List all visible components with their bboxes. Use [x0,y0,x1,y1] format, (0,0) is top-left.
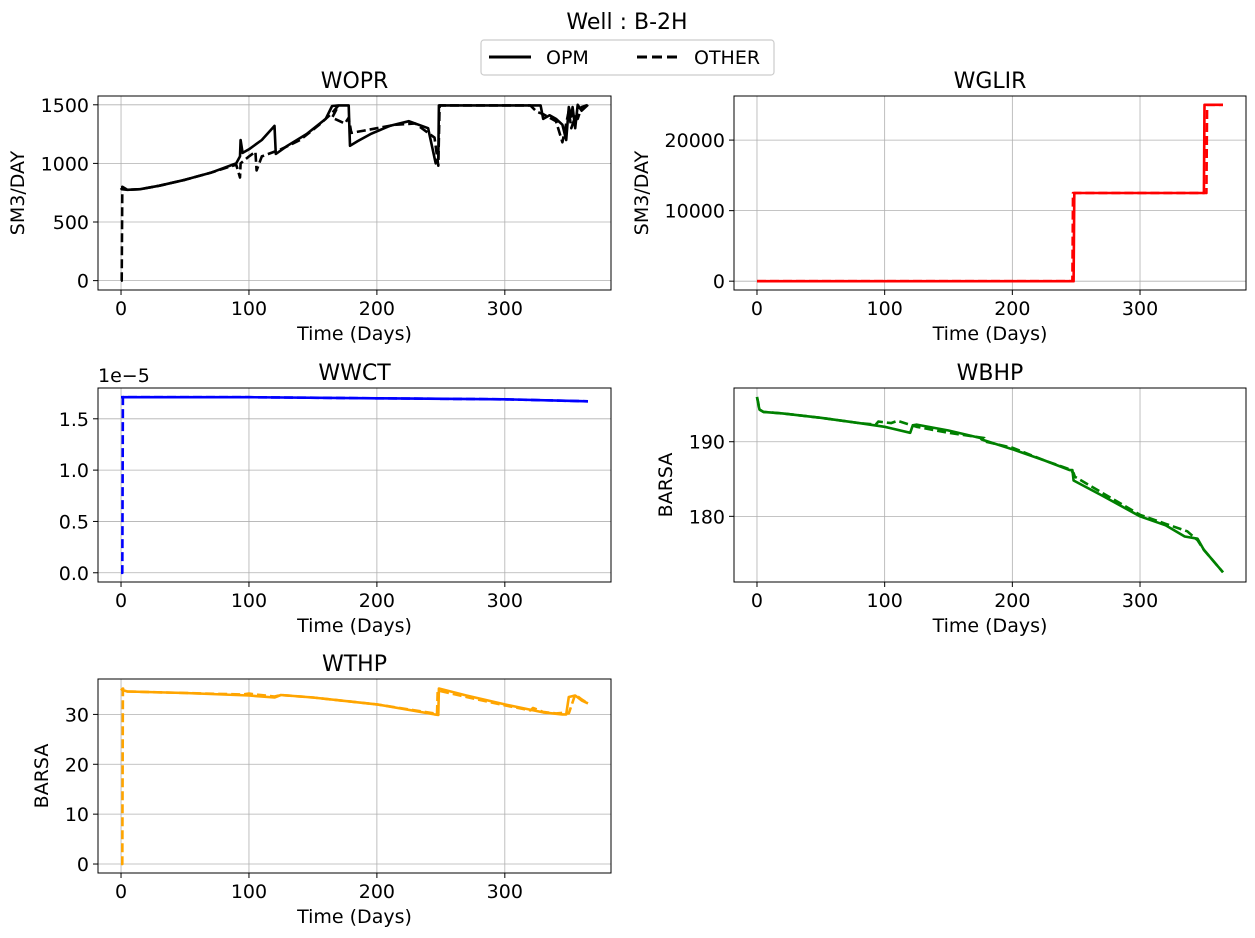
x-axis-label: Time (Days) [296,906,412,928]
y-axis-label: SM3/DAY [7,150,29,235]
y-tick-label: 10000 [665,201,725,223]
series-other-line [757,103,1223,283]
y-tick-label: 1.0 [59,460,89,482]
y-tick-label: 1000 [41,153,89,175]
y-tick-label: 0 [77,271,89,293]
y-tick-label: 500 [53,212,89,234]
y-axis-label: BARSA [31,744,53,809]
legend-label-opm: OPM [546,47,589,69]
x-tick-label: 100 [231,298,267,320]
x-tick-label: 0 [115,590,127,612]
series-opm-line [119,103,589,192]
x-tick-label: 200 [359,298,395,320]
y-tick-label: 20 [65,754,89,776]
x-tick-label: 300 [487,881,523,903]
x-tick-label: 100 [231,881,267,903]
y-axis-label: BARSA [655,453,677,518]
series-other-line [755,396,1224,574]
x-tick-label: 100 [231,590,267,612]
legend-frame [480,39,775,76]
subplot-wbhp: 0 100 200 300 180 190 WBHP Time (Days) BARSA [655,361,1247,637]
axes-frame [733,95,1247,291]
y-axis-label: SM3/DAY [631,150,653,235]
y-tick-label: 1.5 [59,409,89,431]
x-tick-label: 300 [487,590,523,612]
subplot-wwct: 0 100 200 300 0.0 0.5 1.0 1.5 WWCT Time (Days) 1e−… [59,361,612,637]
axes-frame [97,387,612,583]
y-axis-offset-text: 1e−5 [98,365,150,387]
x-tick-label: 300 [487,298,523,320]
series-other-line [120,103,589,282]
subplot-title: WBHP [957,361,1024,386]
x-tick-label: 0 [115,881,127,903]
figure-title: Well : B-2H [566,10,687,35]
x-tick-label: 200 [994,298,1030,320]
subplot-title: WWCT [318,361,391,386]
subplot-title: WTHP [322,652,387,677]
x-tick-label: 0 [115,298,127,320]
y-tick-label: 0 [713,271,725,293]
x-axis-label: Time (Days) [296,323,412,345]
series-other-line [121,395,589,575]
subplot-wglir: 0 100 200 300 0 10000 20000 WGLIR Time (Days) SM3… [631,69,1247,345]
subplot-title: WOPR [321,69,389,94]
y-tick-label: 0 [77,854,89,876]
series-opm-line [755,396,1224,574]
x-tick-label: 100 [867,590,903,612]
axes-frame [97,678,612,874]
y-tick-label: 10 [65,804,89,826]
subplot-wopr: 0 100 200 300 0 500 1000 1500 WOPR Time (Days) SM3… [7,69,612,345]
y-tick-label: 20000 [665,130,725,152]
subplot-title: WGLIR [954,69,1027,94]
x-tick-label: 100 [867,298,903,320]
y-tick-label: 1500 [41,95,89,117]
legend: OPM OTHER [480,39,775,76]
subplot-wthp: 0 100 200 300 0 10 20 30 WTHP Time (Days) BARSA [31,652,612,928]
y-tick-label: 180 [689,506,725,528]
axes-frame [733,387,1247,583]
y-tick-label: 0.5 [59,511,89,533]
x-tick-label: 300 [1122,590,1158,612]
x-axis-label: Time (Days) [932,615,1048,637]
series-other-line [121,687,589,866]
x-tick-label: 0 [751,590,763,612]
legend-label-other: OTHER [694,47,760,69]
y-tick-label: 190 [689,432,725,454]
y-tick-label: 0.0 [59,563,89,585]
axes-frame [97,95,612,291]
x-axis-label: Time (Days) [932,323,1048,345]
x-tick-label: 200 [359,590,395,612]
x-tick-label: 200 [359,881,395,903]
x-tick-label: 200 [994,590,1030,612]
x-tick-label: 0 [751,298,763,320]
y-tick-label: 30 [65,704,89,726]
x-tick-label: 300 [1122,298,1158,320]
x-axis-label: Time (Days) [296,615,412,637]
